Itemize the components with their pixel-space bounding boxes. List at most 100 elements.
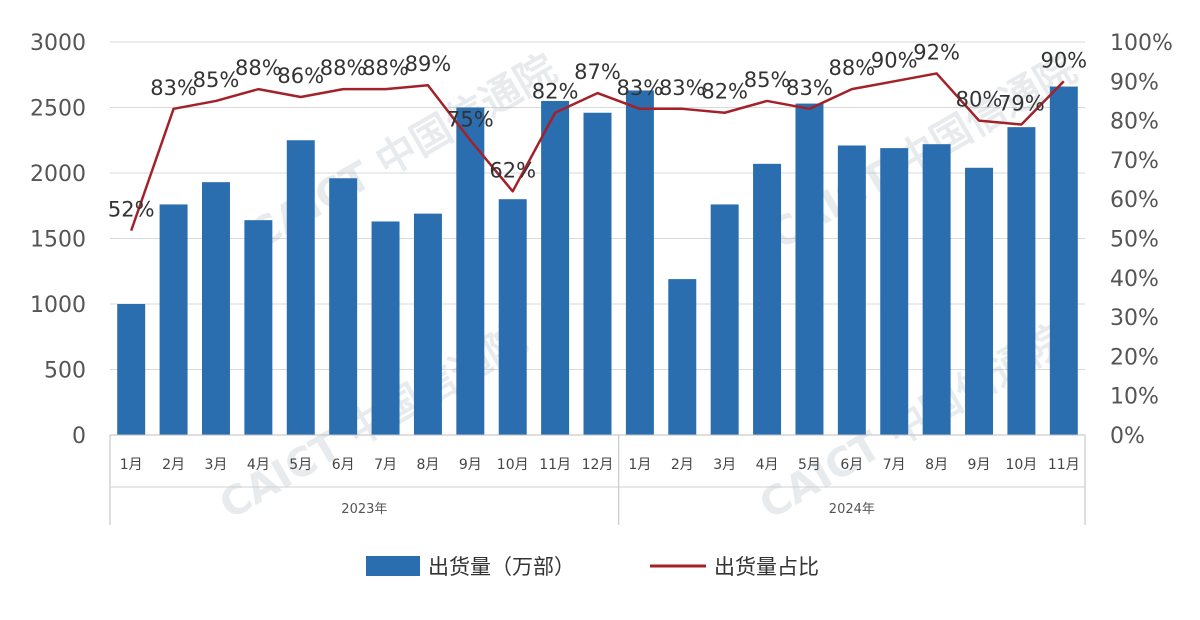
left-tick-label: 3000	[30, 31, 86, 56]
bar	[413, 213, 442, 435]
data-label: 86%	[277, 64, 324, 88]
x-tick-label: 4月	[247, 457, 270, 473]
bar	[1049, 86, 1078, 435]
bar	[583, 112, 612, 436]
data-label: 52%	[108, 198, 155, 222]
right-tick-label: 70%	[1110, 149, 1159, 174]
right-tick-label: 80%	[1110, 110, 1159, 135]
legend-bar-label: 出货量（万部）	[428, 555, 575, 579]
bar	[117, 304, 146, 435]
x-tick-label: 2月	[162, 457, 185, 473]
x-tick-label: 11月	[539, 457, 571, 473]
left-axis: 0 500 1000 1500 2000 2500 3000	[30, 31, 86, 449]
bar	[710, 204, 739, 435]
x-tick-label: 6月	[840, 457, 863, 473]
left-tick-label: 2000	[30, 162, 86, 187]
data-label: 88%	[829, 56, 876, 80]
bar	[201, 182, 230, 435]
legend-line-label: 出货量占比	[714, 555, 819, 579]
x-tick-label: 8月	[925, 457, 948, 473]
x-tick-label: 12月	[582, 457, 614, 473]
data-label: 75%	[447, 107, 494, 131]
data-label: 80%	[956, 88, 1003, 112]
bar	[668, 279, 697, 435]
x-tick-label: 4月	[756, 457, 779, 473]
left-tick-label: 0	[72, 424, 86, 449]
x-tick-label: 8月	[416, 457, 439, 473]
data-label: 88%	[320, 56, 367, 80]
share-line	[130, 72, 1065, 232]
data-label: 92%	[913, 40, 960, 64]
x-tick-label: 1月	[628, 457, 651, 473]
x-axis: 1月 2月 3月 4月 5月 6月 7月 8月 9月 10月 11月 12月 1月 2月 3月 4月 5月 6月 7…	[109, 434, 1086, 525]
left-tick-label: 500	[44, 359, 86, 384]
data-label: 62%	[489, 158, 536, 182]
data-label: 79%	[998, 92, 1045, 116]
legend: 出货量（万部） 出货量占比	[366, 555, 819, 579]
right-tick-label: 20%	[1110, 345, 1159, 370]
left-tick-label: 1000	[30, 293, 86, 318]
x-tick-label: 7月	[374, 457, 397, 473]
bar	[371, 221, 400, 435]
right-tick-label: 30%	[1110, 306, 1159, 331]
bar	[159, 204, 188, 435]
data-labels: 52%83%85%88%86%88%88%89%75%62%82%87%83%8…	[108, 40, 1087, 221]
x-tick-label: 9月	[968, 457, 991, 473]
data-label: 88%	[235, 56, 282, 80]
data-label: 83%	[150, 76, 197, 100]
x-tick-label: 3月	[205, 457, 228, 473]
bar	[880, 148, 909, 436]
bar	[965, 167, 994, 435]
right-tick-label: 100%	[1110, 31, 1173, 56]
right-axis: 0% 10% 20% 30% 40% 50% 60% 70% 80% 90% 100%	[1110, 31, 1173, 449]
right-tick-label: 40%	[1110, 267, 1159, 292]
bar	[922, 144, 951, 435]
data-label: 83%	[659, 76, 706, 100]
x-tick-label: 9月	[459, 457, 482, 473]
bar	[286, 140, 315, 435]
x-tick-label: 3月	[713, 457, 736, 473]
right-tick-label: 90%	[1110, 70, 1159, 95]
data-label: 89%	[405, 52, 452, 76]
bar	[795, 103, 824, 435]
right-tick-label: 0%	[1110, 424, 1145, 449]
x-tick-label: 7月	[883, 457, 906, 473]
bar-series	[117, 86, 1078, 436]
data-label: 83%	[617, 76, 664, 100]
bar	[541, 100, 570, 435]
bar	[753, 163, 782, 435]
bar	[244, 220, 273, 435]
data-label: 90%	[1040, 48, 1087, 72]
right-tick-label: 60%	[1110, 188, 1159, 213]
data-label: 82%	[701, 80, 748, 104]
bar	[498, 199, 527, 435]
x-tick-label: 10月	[1005, 457, 1037, 473]
bar	[456, 107, 485, 435]
line-series	[130, 72, 1065, 232]
bar	[329, 178, 358, 436]
bar	[837, 145, 866, 436]
x-tick-label: 11月	[1048, 457, 1080, 473]
data-label: 83%	[786, 76, 833, 100]
left-tick-label: 2500	[30, 97, 86, 122]
bar	[1007, 127, 1036, 436]
x-tick-label: 6月	[332, 457, 355, 473]
left-tick-label: 1500	[30, 228, 86, 253]
right-tick-label: 50%	[1110, 228, 1159, 253]
x-tick-label: 5月	[289, 457, 312, 473]
data-label: 88%	[362, 56, 409, 80]
x-tick-label: 1月	[120, 457, 143, 473]
group-label: 2023年	[341, 502, 387, 517]
legend-bar-swatch	[366, 556, 420, 576]
x-tick-label: 10月	[497, 457, 529, 473]
data-label: 85%	[744, 68, 791, 92]
data-label: 90%	[871, 48, 918, 72]
data-label: 87%	[574, 60, 621, 84]
right-tick-label: 10%	[1110, 385, 1159, 410]
x-tick-label: 5月	[798, 457, 821, 473]
bar	[625, 90, 654, 435]
group-label: 2024年	[829, 502, 875, 517]
data-label: 85%	[193, 68, 240, 92]
